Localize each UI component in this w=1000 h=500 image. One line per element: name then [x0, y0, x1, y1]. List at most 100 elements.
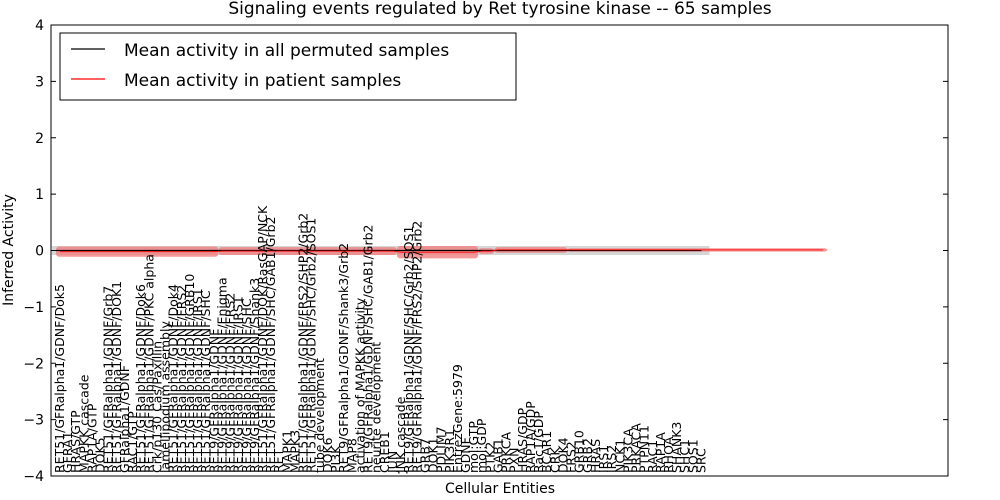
x-tick-label: IRS2: [604, 445, 619, 473]
x-tick-label: CRK: [547, 447, 562, 473]
y-tick-label: −1: [23, 300, 44, 316]
patient-mean-line: [60, 249, 824, 253]
x-tick-label: RAC1: [645, 440, 660, 473]
plot-frame: [50, 24, 949, 477]
x-tick-label: CREB1: [377, 431, 392, 473]
x-tick-label: MAPK3: [287, 430, 302, 473]
x-tick-label: RET9/GFRalpha1/GDNF/SHC: [239, 298, 254, 473]
x-tick-label: SHC1: [677, 439, 692, 473]
y-tick-label: 1: [35, 187, 44, 203]
x-tick-label: MAPK1: [279, 430, 294, 473]
x-tick-label: RET51/GFRalpha1/GDNF/SHC/GAB1/Grb2: [263, 217, 278, 473]
lines-layer: [56, 249, 824, 253]
x-tick-label: PIK3R1: [442, 429, 457, 473]
x-tick-label: JNK cascade: [393, 396, 408, 474]
y-tick-label: −2: [23, 356, 44, 372]
x-tick-labels: RET51/GFRalpha1/GDNF/Dok5GFRA1HRAS/GTPMA…: [52, 205, 708, 474]
x-tick-label: RET51/GFRalpha1/GDNF/IRS1: [190, 288, 205, 473]
x-tick-label: SHANK3: [669, 422, 684, 473]
x-tick-label: RET51/GFRalpha1/GDNF/FRS2: [174, 285, 189, 473]
x-tick-label: RAP1A: [653, 432, 668, 473]
x-tick-label: PRKACA: [629, 423, 644, 473]
x-tick-label: PTPN11: [637, 425, 652, 473]
x-tick-label: PI3K: [328, 445, 343, 473]
x-tick-label: Crk/p130 Cas/Paxillin: [149, 341, 164, 473]
x-tick-label: RET51/GFRalpha1/GDNF/PKC alpha: [141, 254, 156, 473]
x-tick-label: RET51/GFRalpha1/GDNF/DOK/RasGAP/NCK: [255, 205, 270, 473]
x-tick-label: RET9/GFRalpha1/GDNF/Shank3: [247, 278, 262, 473]
x-tick-label: lamellipodium assembly: [158, 321, 173, 473]
x-tick-label: activation of MAPKK activity: [352, 297, 367, 473]
y-tick-label: 2: [35, 131, 44, 147]
x-tick-label: GDNF: [458, 437, 473, 473]
x-tick-label: RET9/GFRalpha1/GDNF/FRS2: [223, 293, 238, 473]
x-tick-label: PIK3CA: [620, 428, 635, 473]
x-axis-label: Cellular Entities: [445, 481, 555, 497]
legend-box: [59, 32, 517, 101]
x-tick-label: RET51/GFRalpha1/GDNF/Dok5: [52, 284, 67, 473]
y-tick-label: 3: [35, 74, 44, 90]
x-tick-label: RET51/GFRalpha1/GDNF/SHC: [198, 290, 213, 473]
x-tick-label: NCK1: [612, 439, 627, 473]
x-tick-label: RAC1/GTP: [125, 411, 140, 473]
x-tick-label: RET51/GFRalpha1/GDNF/DOK1: [109, 281, 124, 473]
x-tick-label: RET9/GFRalpha1/GDNF/IRS1: [231, 296, 246, 473]
x-tick-label: RET9/GFRalpha1/GDNF/Shank3/Grb2: [336, 243, 351, 473]
x-tick-label: RET: [271, 448, 286, 473]
x-tick-label: GRB2: [580, 438, 595, 473]
y-tick-label: 4: [35, 18, 44, 34]
x-tick-label: tube development: [312, 358, 327, 473]
x-tick-label: SOS1: [685, 439, 700, 473]
x-tick-label: Rac1/GDP: [531, 411, 546, 473]
x-tick-label: neurite development: [369, 342, 384, 473]
y-axis-ticks: −4 −3 −2 −1 0 1 2 3 4: [23, 18, 948, 485]
legend-label-permuted: Mean activity in all permuted samples: [124, 41, 449, 61]
x-tick-label: RAP1A/GTP: [84, 403, 99, 473]
x-tick-label: HRAS/GDP: [515, 407, 530, 473]
x-tick-label: RET51/GFRalpha1/GDNF/GRB10: [182, 274, 197, 473]
x-tick-label: RET51/GFRalpha1/GDNF/Dok6: [133, 284, 148, 473]
x-tick-label: PRKCA: [499, 432, 514, 473]
x-tick-label: RET9/GFRalpha1/GDNF: [206, 329, 221, 473]
x-tick-label: HRAS: [588, 439, 603, 473]
x-tick-label: RET51/GFRalpha1/GDNF/Dok4: [166, 284, 181, 473]
x-tick-label: MAPKK cascade: [76, 374, 91, 473]
x-tick-label: GRB7: [417, 438, 432, 473]
chart-title: Signaling events regulated by Ret tyrosi…: [228, 0, 771, 19]
x-tick-label: RET51/GFRalpha1/GDNF/Grb7: [101, 286, 116, 473]
x-tick-label: GFRA1: [60, 431, 75, 473]
x-tick-label: MAP8: [344, 438, 359, 473]
y-axis-label: Inferred Activity: [1, 194, 17, 306]
x-tick-label: RHOA: [661, 436, 676, 473]
x-tick-label: RET9/GFRalpha1/GDNF/Enigma: [214, 277, 229, 473]
x-tick-label: DOK4: [555, 437, 570, 473]
x-tick-label: RET51/GFRalpha1/GDNF/SHC/Grb2/SOS1: [304, 218, 319, 473]
y-tick-label: −3: [23, 413, 44, 429]
x-tick-label: SRC: [693, 448, 708, 473]
x-tick-label: DOK1: [426, 437, 441, 473]
x-tick-label: PDLIM7: [434, 426, 449, 473]
x-tick-label: RET51/GFRalpha1/GDNF/FRS2/SHP2/Grb2: [296, 213, 311, 473]
x-tick-label: PTK2: [482, 442, 497, 473]
x-tick-label: DOK6: [320, 437, 335, 473]
legend: Mean activity in all permuted samples Me…: [59, 32, 517, 101]
x-tick-label: BCAR1: [539, 431, 554, 473]
x-tick-label: RET9/GFRalpha1/GDNF/SHC/GAB1/Grb2: [361, 224, 376, 473]
x-tick-label: PXN: [507, 448, 522, 473]
x-tick-label: DOK5: [93, 437, 108, 473]
x-tick-label: mol:GDP: [474, 418, 489, 473]
y-tick-label: −4: [23, 469, 44, 485]
x-tick-label: GFRalpha1/GDNF: [117, 365, 132, 473]
x-tick-label: EntrezGene:5979: [450, 364, 465, 473]
legend-label-patient: Mean activity in patient samples: [124, 71, 401, 91]
x-tick-label: GRB10: [572, 430, 587, 473]
x-tick-label: HRAS/GTP: [68, 410, 83, 473]
y-tick-label: 0: [35, 244, 44, 260]
x-tick-label: IRS1: [596, 445, 611, 473]
x-tick-label: JUN: [385, 451, 400, 474]
x-tick-label: mol:GTP: [466, 421, 481, 473]
x-tick-label: FRS2: [564, 441, 579, 473]
x-tick-label: RET9/GFRalpha1/GDNF/FRS2/SHP2/Grb2: [409, 221, 424, 473]
x-tick-label: RET9/GFRalpha1/GDNF/SHC/Grb2/SOS1: [401, 226, 416, 473]
